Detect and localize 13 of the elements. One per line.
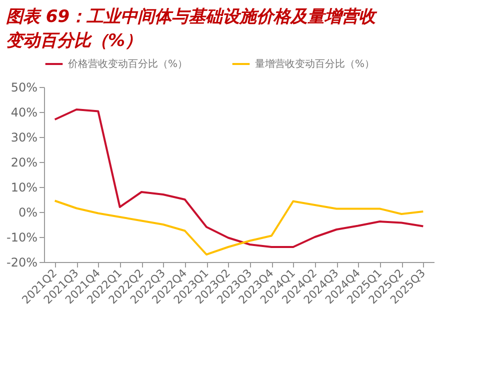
legend-label: 量增营收变动百分比（%）: [255, 58, 375, 70]
y-tick-label: 20%: [10, 156, 38, 170]
y-tick-label: -20%: [6, 256, 38, 270]
legend-label: 价格营收变动百分比（%）: [67, 58, 188, 70]
chart-title: 图表 69：工业中间体与基础设施价格及量增营收变动百分比（%）: [6, 7, 378, 51]
line-series: [54, 108, 424, 248]
line-series: [54, 200, 424, 256]
y-tick-label: 10%: [10, 180, 38, 194]
y-tick-label: -10%: [6, 230, 38, 244]
y-tick-label: 50%: [10, 80, 38, 94]
y-tick-label: 40%: [10, 106, 38, 120]
y-tick-label: 30%: [10, 130, 38, 144]
y-tick-label: 0%: [18, 206, 38, 220]
